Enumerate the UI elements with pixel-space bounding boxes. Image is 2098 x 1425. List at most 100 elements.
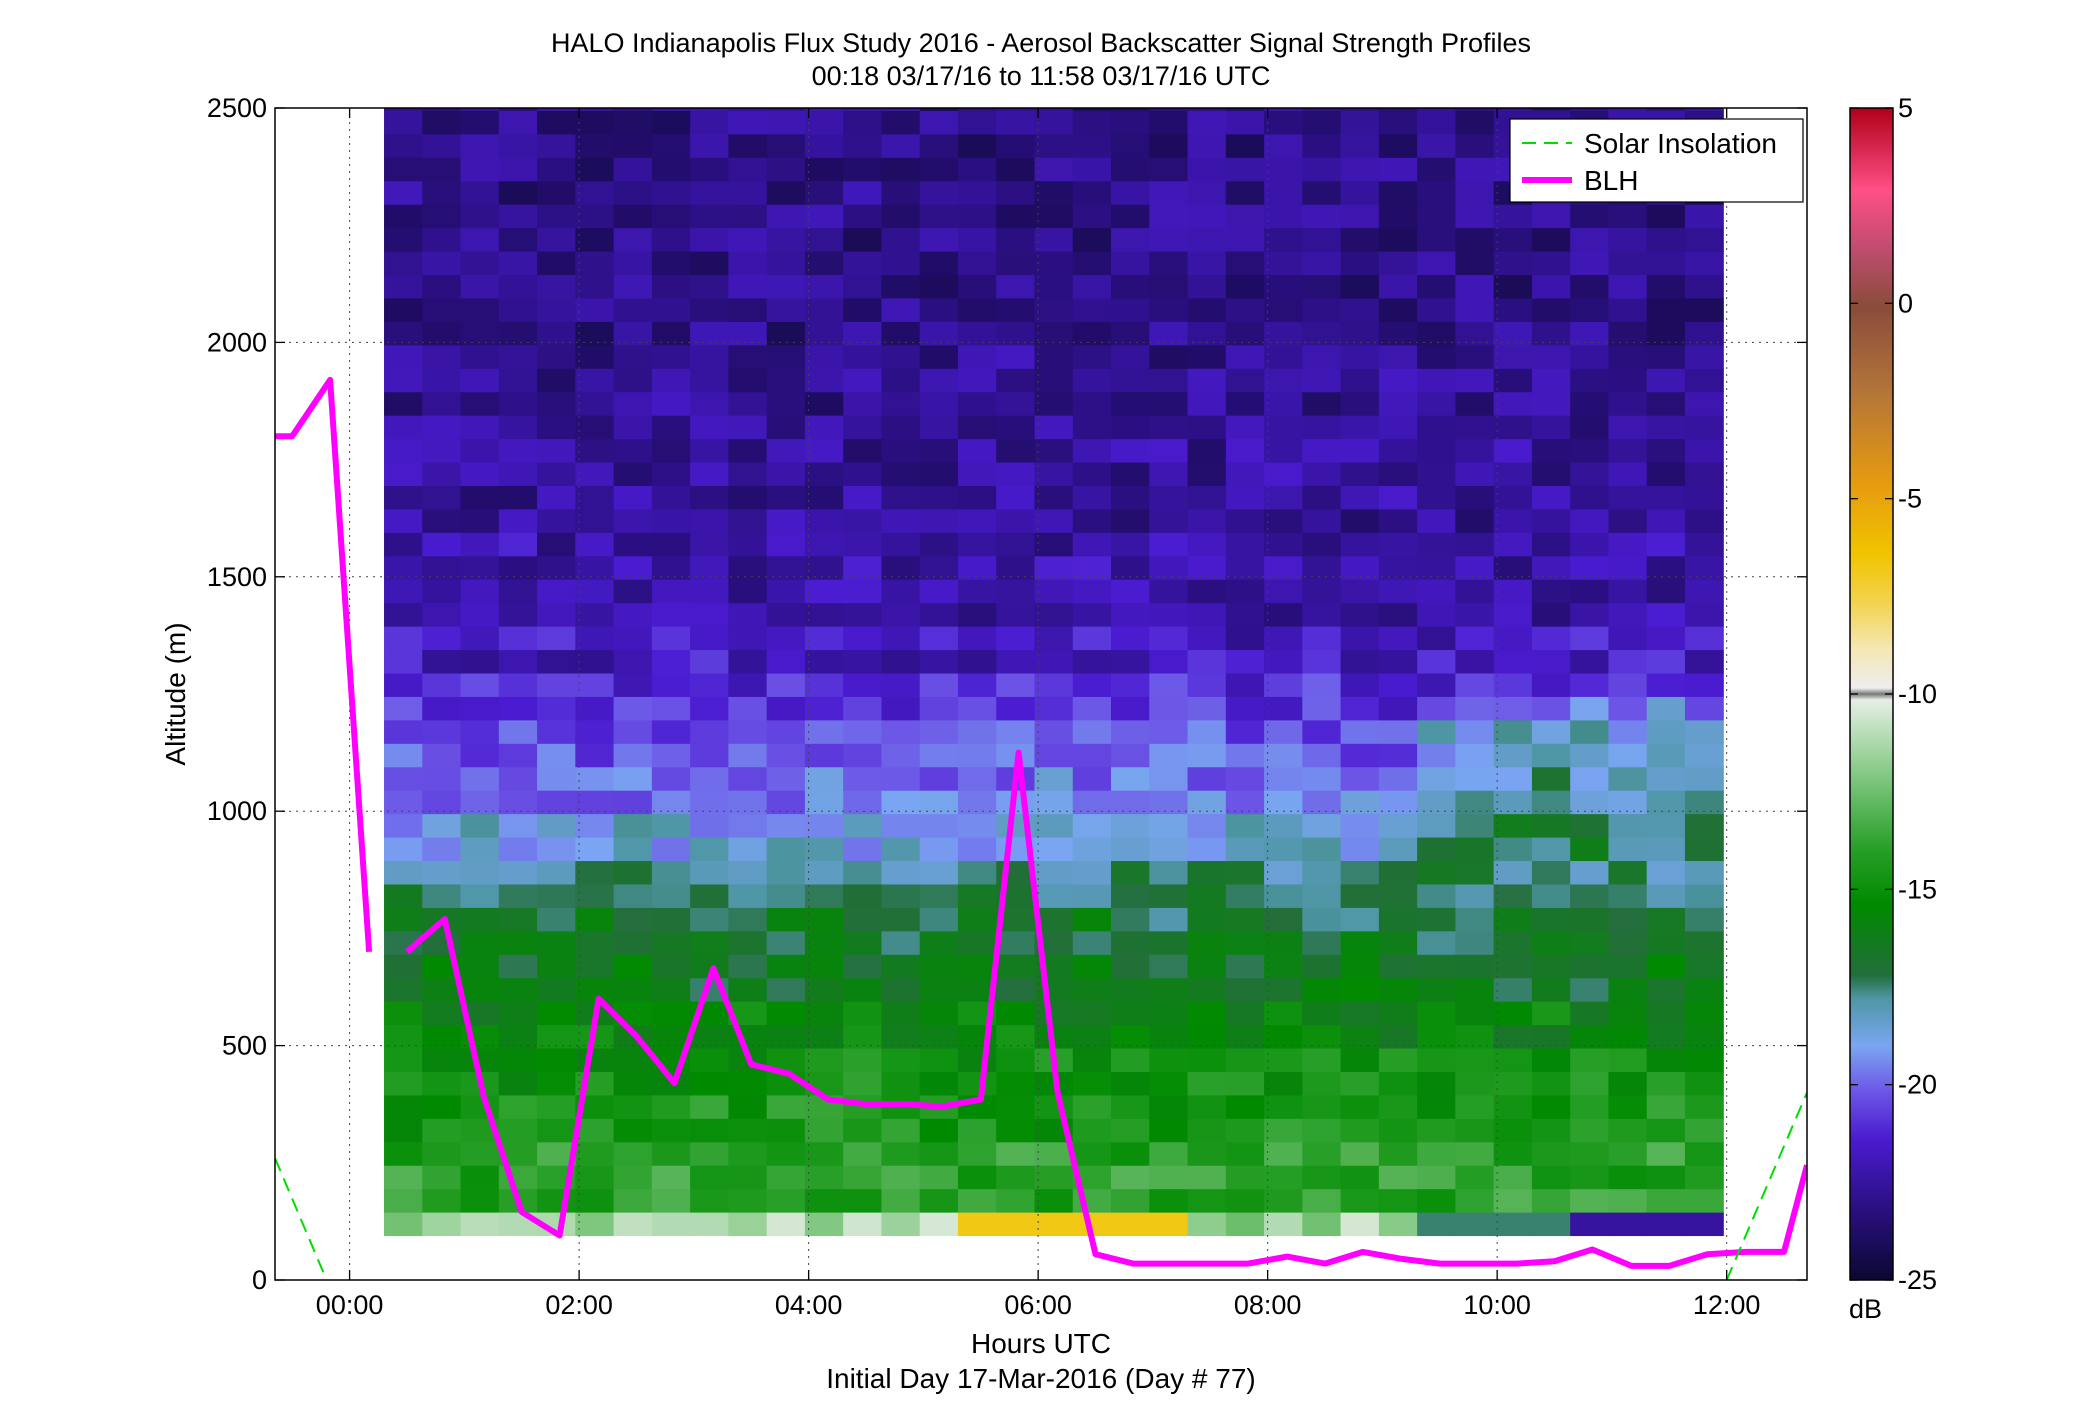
- heatmap-cell: [384, 555, 423, 580]
- heatmap-cell: [613, 438, 653, 463]
- heatmap-cell: [422, 204, 462, 229]
- heatmap-cell: [728, 250, 768, 276]
- heatmap-cell: [1072, 532, 1112, 557]
- heatmap-cell: [1340, 508, 1380, 533]
- heatmap-cell: [919, 954, 959, 979]
- heatmap-cell: [575, 415, 615, 440]
- heatmap-cell: [919, 602, 959, 627]
- heatmap-cell: [537, 391, 576, 416]
- heatmap-cell: [1149, 626, 1189, 651]
- heatmap-cell: [460, 110, 500, 135]
- heatmap-cell: [1111, 602, 1150, 627]
- legend: Solar Insolation BLH: [1509, 118, 1804, 203]
- heatmap-cell: [498, 649, 538, 674]
- heatmap-cell: [1149, 110, 1189, 135]
- heatmap-cell: [1264, 344, 1303, 369]
- heatmap-cell: [1072, 297, 1112, 322]
- heatmap-cell: [766, 626, 806, 651]
- heatmap-cell: [384, 626, 423, 651]
- heatmap-cell: [1111, 555, 1150, 580]
- heatmap-cell: [690, 813, 729, 838]
- heatmap-cell: [1340, 108, 1380, 111]
- heatmap-cell: [575, 133, 615, 158]
- heatmap-cell: [1149, 180, 1189, 205]
- heatmap-cell: [1684, 204, 1724, 229]
- heatmap-cell: [651, 461, 691, 486]
- heatmap-cell: [498, 883, 538, 908]
- heatmap-cell: [575, 1141, 615, 1166]
- heatmap-cell: [919, 836, 959, 862]
- heatmap-cell: [881, 485, 921, 510]
- heatmap-cell: [1646, 297, 1686, 322]
- heatmap-cell: [1149, 672, 1189, 697]
- heatmap-cell: [1378, 883, 1418, 908]
- heatmap-cell: [613, 415, 653, 440]
- heatmap-cell: [498, 836, 538, 862]
- heatmap-cell: [690, 391, 729, 416]
- heatmap-cell: [766, 1094, 806, 1119]
- heatmap-cell: [766, 438, 806, 463]
- heatmap-cell: [1378, 532, 1418, 557]
- heatmap-cell: [1111, 672, 1150, 697]
- heatmap-cell: [422, 1024, 462, 1049]
- heatmap-cell: [1149, 485, 1189, 510]
- heatmap-cell: [1187, 415, 1227, 440]
- heatmap-cell: [1684, 344, 1724, 369]
- heatmap-cell: [1455, 1071, 1495, 1096]
- heatmap-cell: [1302, 391, 1342, 416]
- heatmap-cell: [1493, 696, 1533, 721]
- heatmap-cell: [1378, 108, 1418, 111]
- heatmap-cell: [651, 836, 691, 862]
- heatmap-cell: [1340, 930, 1380, 955]
- heatmap-cell: [1684, 108, 1724, 111]
- heatmap-cell: [498, 1001, 538, 1026]
- heatmap-cell: [1225, 1094, 1265, 1119]
- heatmap-cell: [1378, 1188, 1418, 1213]
- heatmap-cell: [422, 508, 462, 533]
- heatmap-cell: [1111, 1212, 1150, 1237]
- heatmap-cell: [1531, 1071, 1571, 1096]
- heatmap-cell: [1111, 1118, 1150, 1143]
- heatmap-cell: [1493, 579, 1533, 604]
- heatmap-cell: [843, 344, 883, 369]
- heatmap-cell: [537, 743, 576, 768]
- heatmap-cell: [1378, 1118, 1418, 1143]
- heatmap-cell: [1493, 1047, 1533, 1072]
- heatmap-cell: [460, 508, 500, 533]
- heatmap-cell: [422, 180, 462, 205]
- heatmap-cell: [1570, 766, 1610, 791]
- heatmap-cell: [1340, 227, 1380, 252]
- heatmap-cell: [1570, 1094, 1610, 1119]
- heatmap-cell: [1684, 1071, 1724, 1096]
- heatmap-cell: [1264, 696, 1303, 721]
- heatmap-cell: [1608, 883, 1648, 908]
- heatmap-cell: [1111, 813, 1150, 838]
- heatmap-cell: [1455, 649, 1495, 674]
- heatmap-cell: [1417, 250, 1456, 276]
- heatmap-cell: [384, 1047, 423, 1072]
- heatmap-cell: [1340, 813, 1380, 838]
- heatmap-cell: [690, 602, 729, 627]
- heatmap-cell: [919, 321, 959, 346]
- heatmap-cell: [1684, 696, 1724, 721]
- heatmap-cell: [1072, 227, 1112, 252]
- heatmap-cell: [1646, 860, 1686, 885]
- heatmap-cell: [766, 250, 806, 276]
- heatmap-cell: [843, 108, 883, 111]
- heatmap-cell: [804, 532, 844, 557]
- heatmap-cell: [728, 108, 768, 111]
- heatmap-cell: [1608, 626, 1648, 651]
- heatmap-cell: [460, 108, 500, 111]
- heatmap-cell: [881, 1001, 921, 1026]
- heatmap-cell: [881, 133, 921, 158]
- heatmap-cell: [1111, 1141, 1150, 1166]
- heatmap-cell: [575, 438, 615, 463]
- heatmap-cell: [384, 274, 423, 299]
- heatmap-cell: [1493, 438, 1533, 463]
- heatmap-cell: [1417, 1047, 1456, 1072]
- heatmap-cell: [1378, 133, 1418, 158]
- heatmap-cell: [881, 157, 921, 182]
- heatmap-cell: [1034, 321, 1074, 346]
- heatmap-cell: [957, 227, 997, 252]
- heatmap-cell: [843, 532, 883, 557]
